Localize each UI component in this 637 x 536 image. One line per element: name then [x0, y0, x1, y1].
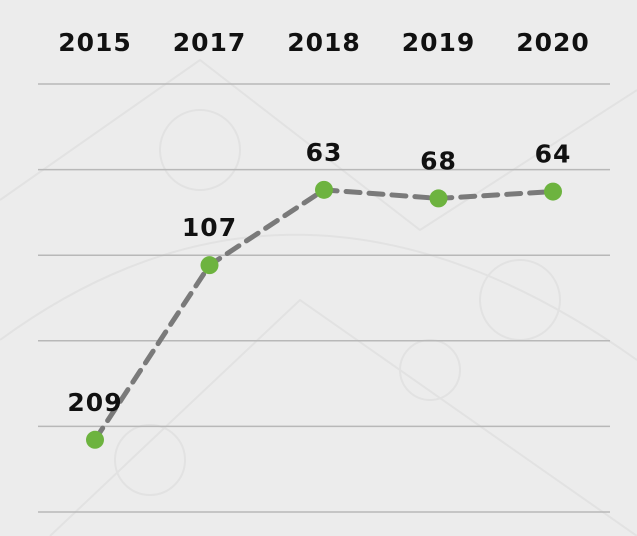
x-tick-label: 2018 [287, 28, 361, 57]
data-label: 64 [535, 140, 572, 169]
data-point [315, 180, 333, 199]
data-point [200, 256, 219, 275]
data-label: 63 [306, 138, 343, 167]
decorative-pattern [0, 58, 637, 536]
x-tick-label: 2017 [173, 28, 247, 57]
data-label: 68 [420, 146, 457, 175]
data-point [429, 189, 448, 208]
data-point [86, 430, 104, 449]
x-tick-label: 2015 [58, 28, 132, 57]
data-label: 209 [67, 388, 122, 417]
data-point [544, 182, 562, 201]
x-tick-label: 2020 [516, 28, 590, 57]
data-label: 107 [182, 213, 237, 242]
x-tick-label: 2019 [402, 28, 476, 57]
